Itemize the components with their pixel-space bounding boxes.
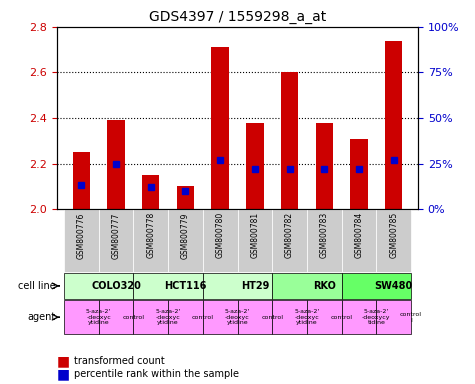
Text: GSM800784: GSM800784 [354,212,363,258]
Text: percentile rank within the sample: percentile rank within the sample [74,369,238,379]
Text: control
l: control l [400,312,422,323]
Text: transformed count: transformed count [74,356,164,366]
Bar [177,186,194,209]
FancyBboxPatch shape [272,273,342,299]
Text: COLO320: COLO320 [91,281,141,291]
Text: GSM800780: GSM800780 [216,212,225,258]
FancyBboxPatch shape [376,300,411,334]
Text: control: control [331,314,352,319]
FancyBboxPatch shape [238,300,272,334]
FancyBboxPatch shape [64,300,99,334]
Text: GSM800777: GSM800777 [112,212,121,258]
Bar [385,41,402,209]
FancyBboxPatch shape [99,209,133,271]
Bar [142,175,160,209]
Text: GSM800778: GSM800778 [146,212,155,258]
FancyBboxPatch shape [272,300,307,334]
Text: HCT116: HCT116 [164,281,207,291]
Text: 5-aza-2'
-deoxycy
tidine: 5-aza-2' -deoxycy tidine [362,309,390,326]
Text: agent: agent [27,312,55,322]
Text: GSM800785: GSM800785 [389,212,398,258]
Text: ■: ■ [57,354,70,368]
FancyBboxPatch shape [203,300,238,334]
Text: GSM800779: GSM800779 [181,212,190,258]
FancyBboxPatch shape [133,273,203,299]
FancyBboxPatch shape [168,209,203,271]
FancyBboxPatch shape [133,209,168,271]
Text: control: control [123,314,144,319]
Text: HT29: HT29 [241,281,269,291]
Text: 5-aza-2'
-deoxyc
ytidine: 5-aza-2' -deoxyc ytidine [294,309,320,326]
Text: 5-aza-2'
-deoxyc
ytidine: 5-aza-2' -deoxyc ytidine [155,309,180,326]
Text: GSM800776: GSM800776 [77,212,86,258]
FancyBboxPatch shape [238,209,272,271]
Text: cell line: cell line [18,281,55,291]
Bar [350,139,368,209]
FancyBboxPatch shape [64,273,133,299]
Bar [281,73,298,209]
FancyBboxPatch shape [203,209,238,271]
Text: SW480: SW480 [375,281,413,291]
FancyBboxPatch shape [133,300,168,334]
FancyBboxPatch shape [307,300,342,334]
Text: GSM800783: GSM800783 [320,212,329,258]
FancyBboxPatch shape [307,209,342,271]
FancyBboxPatch shape [272,209,307,271]
Text: control: control [261,314,283,319]
Bar [107,120,125,209]
FancyBboxPatch shape [376,209,411,271]
Text: GSM800782: GSM800782 [285,212,294,258]
FancyBboxPatch shape [203,273,272,299]
FancyBboxPatch shape [99,300,133,334]
Bar [73,152,90,209]
FancyBboxPatch shape [342,209,376,271]
FancyBboxPatch shape [64,209,99,271]
Text: GSM800781: GSM800781 [250,212,259,258]
Text: RKO: RKO [313,281,336,291]
Text: ■: ■ [57,367,70,381]
Text: 5-aza-2'
-deoxyc
ytidine: 5-aza-2' -deoxyc ytidine [86,309,111,326]
Bar [246,122,264,209]
Text: control: control [192,314,214,319]
Bar [315,122,333,209]
Title: GDS4397 / 1559298_a_at: GDS4397 / 1559298_a_at [149,10,326,25]
Text: 5-aza-2'
-deoxyc
ytidine: 5-aza-2' -deoxyc ytidine [225,309,250,326]
FancyBboxPatch shape [168,300,203,334]
FancyBboxPatch shape [342,273,411,299]
Bar [211,47,229,209]
FancyBboxPatch shape [342,300,376,334]
